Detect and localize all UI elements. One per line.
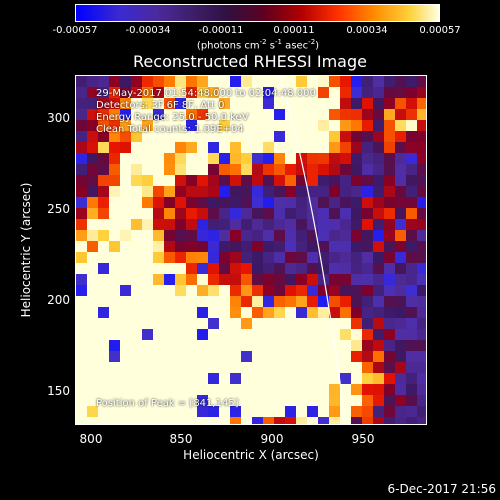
colorbar-tick: 0.00034 [346, 25, 388, 36]
colorbar-tick: 0.00011 [273, 25, 315, 36]
colorbar-tick: 0.00057 [419, 25, 461, 36]
info-method-counts: Clean Total counts: 1.09E+04 [96, 124, 244, 135]
y-tick-label: 200 [47, 293, 70, 307]
info-peak-position: Position of Peak = [841,145] [96, 398, 239, 409]
solar-limb-line [279, 76, 347, 424]
info-energy-range: Energy Range: 25.0 - 50.0 keV [96, 112, 249, 123]
x-tick-label: 900 [260, 432, 284, 446]
colorbar-tick: -0.00011 [198, 25, 244, 36]
colorbar-unit: (photons cm-2 s-1 asec-2) [196, 38, 320, 52]
x-tick-label: 850 [169, 432, 193, 446]
colorbar-ticks: -0.00057 -0.00034 -0.00011 0.00011 0.000… [0, 0, 500, 40]
heatmap-image [76, 76, 426, 424]
x-tick-label: 950 [351, 432, 375, 446]
y-axis-label: Heliocentric Y (arcsec) [19, 182, 33, 318]
timestamp: 6-Dec-2017 21:56 [387, 482, 496, 496]
limb-overlay [279, 76, 347, 424]
info-detectors: Detectors: 3F 6F 8F, Att 0 [96, 100, 225, 111]
plot-title: Reconstructed RHESSI Image [133, 52, 367, 71]
colorbar [75, 4, 440, 22]
image-plot: 29-May-2017 01:54:48.000 to 02:04:48.000… [75, 75, 427, 425]
y-tick-label: 250 [47, 202, 70, 216]
colorbar-tick: -0.00034 [125, 25, 171, 36]
x-tick-label: 800 [79, 432, 103, 446]
colorbar-tick: -0.00057 [52, 25, 98, 36]
y-tick-label: 150 [47, 384, 70, 398]
x-axis-label: Heliocentric X (arcsec) [183, 448, 319, 462]
y-tick-label: 300 [47, 111, 70, 125]
info-time-range: 29-May-2017 01:54:48.000 to 02:04:48.000 [96, 88, 316, 99]
